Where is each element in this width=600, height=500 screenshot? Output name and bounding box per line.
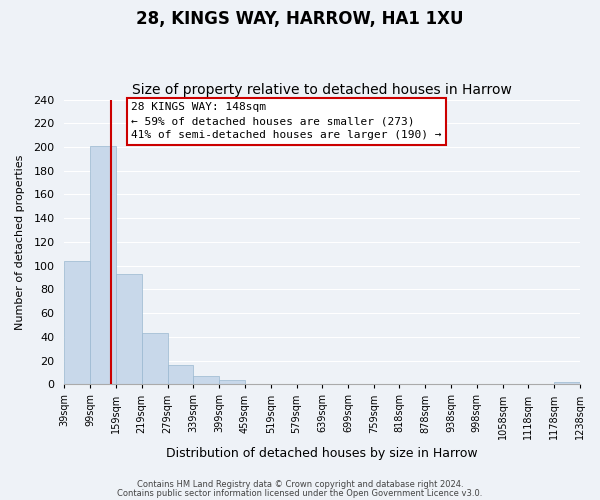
- Bar: [64, 261, 90, 384]
- Bar: [167, 366, 193, 384]
- Bar: [193, 376, 219, 384]
- Bar: [116, 274, 142, 384]
- Y-axis label: Number of detached properties: Number of detached properties: [15, 154, 25, 330]
- Title: Size of property relative to detached houses in Harrow: Size of property relative to detached ho…: [132, 83, 512, 97]
- Bar: [554, 382, 580, 384]
- Bar: [142, 334, 167, 384]
- Text: 28, KINGS WAY, HARROW, HA1 1XU: 28, KINGS WAY, HARROW, HA1 1XU: [136, 10, 464, 28]
- Bar: [90, 146, 116, 384]
- Text: Contains public sector information licensed under the Open Government Licence v3: Contains public sector information licen…: [118, 488, 482, 498]
- Text: 28 KINGS WAY: 148sqm
← 59% of detached houses are smaller (273)
41% of semi-deta: 28 KINGS WAY: 148sqm ← 59% of detached h…: [131, 102, 442, 141]
- X-axis label: Distribution of detached houses by size in Harrow: Distribution of detached houses by size …: [166, 447, 478, 460]
- Text: Contains HM Land Registry data © Crown copyright and database right 2024.: Contains HM Land Registry data © Crown c…: [137, 480, 463, 489]
- Bar: [219, 380, 245, 384]
